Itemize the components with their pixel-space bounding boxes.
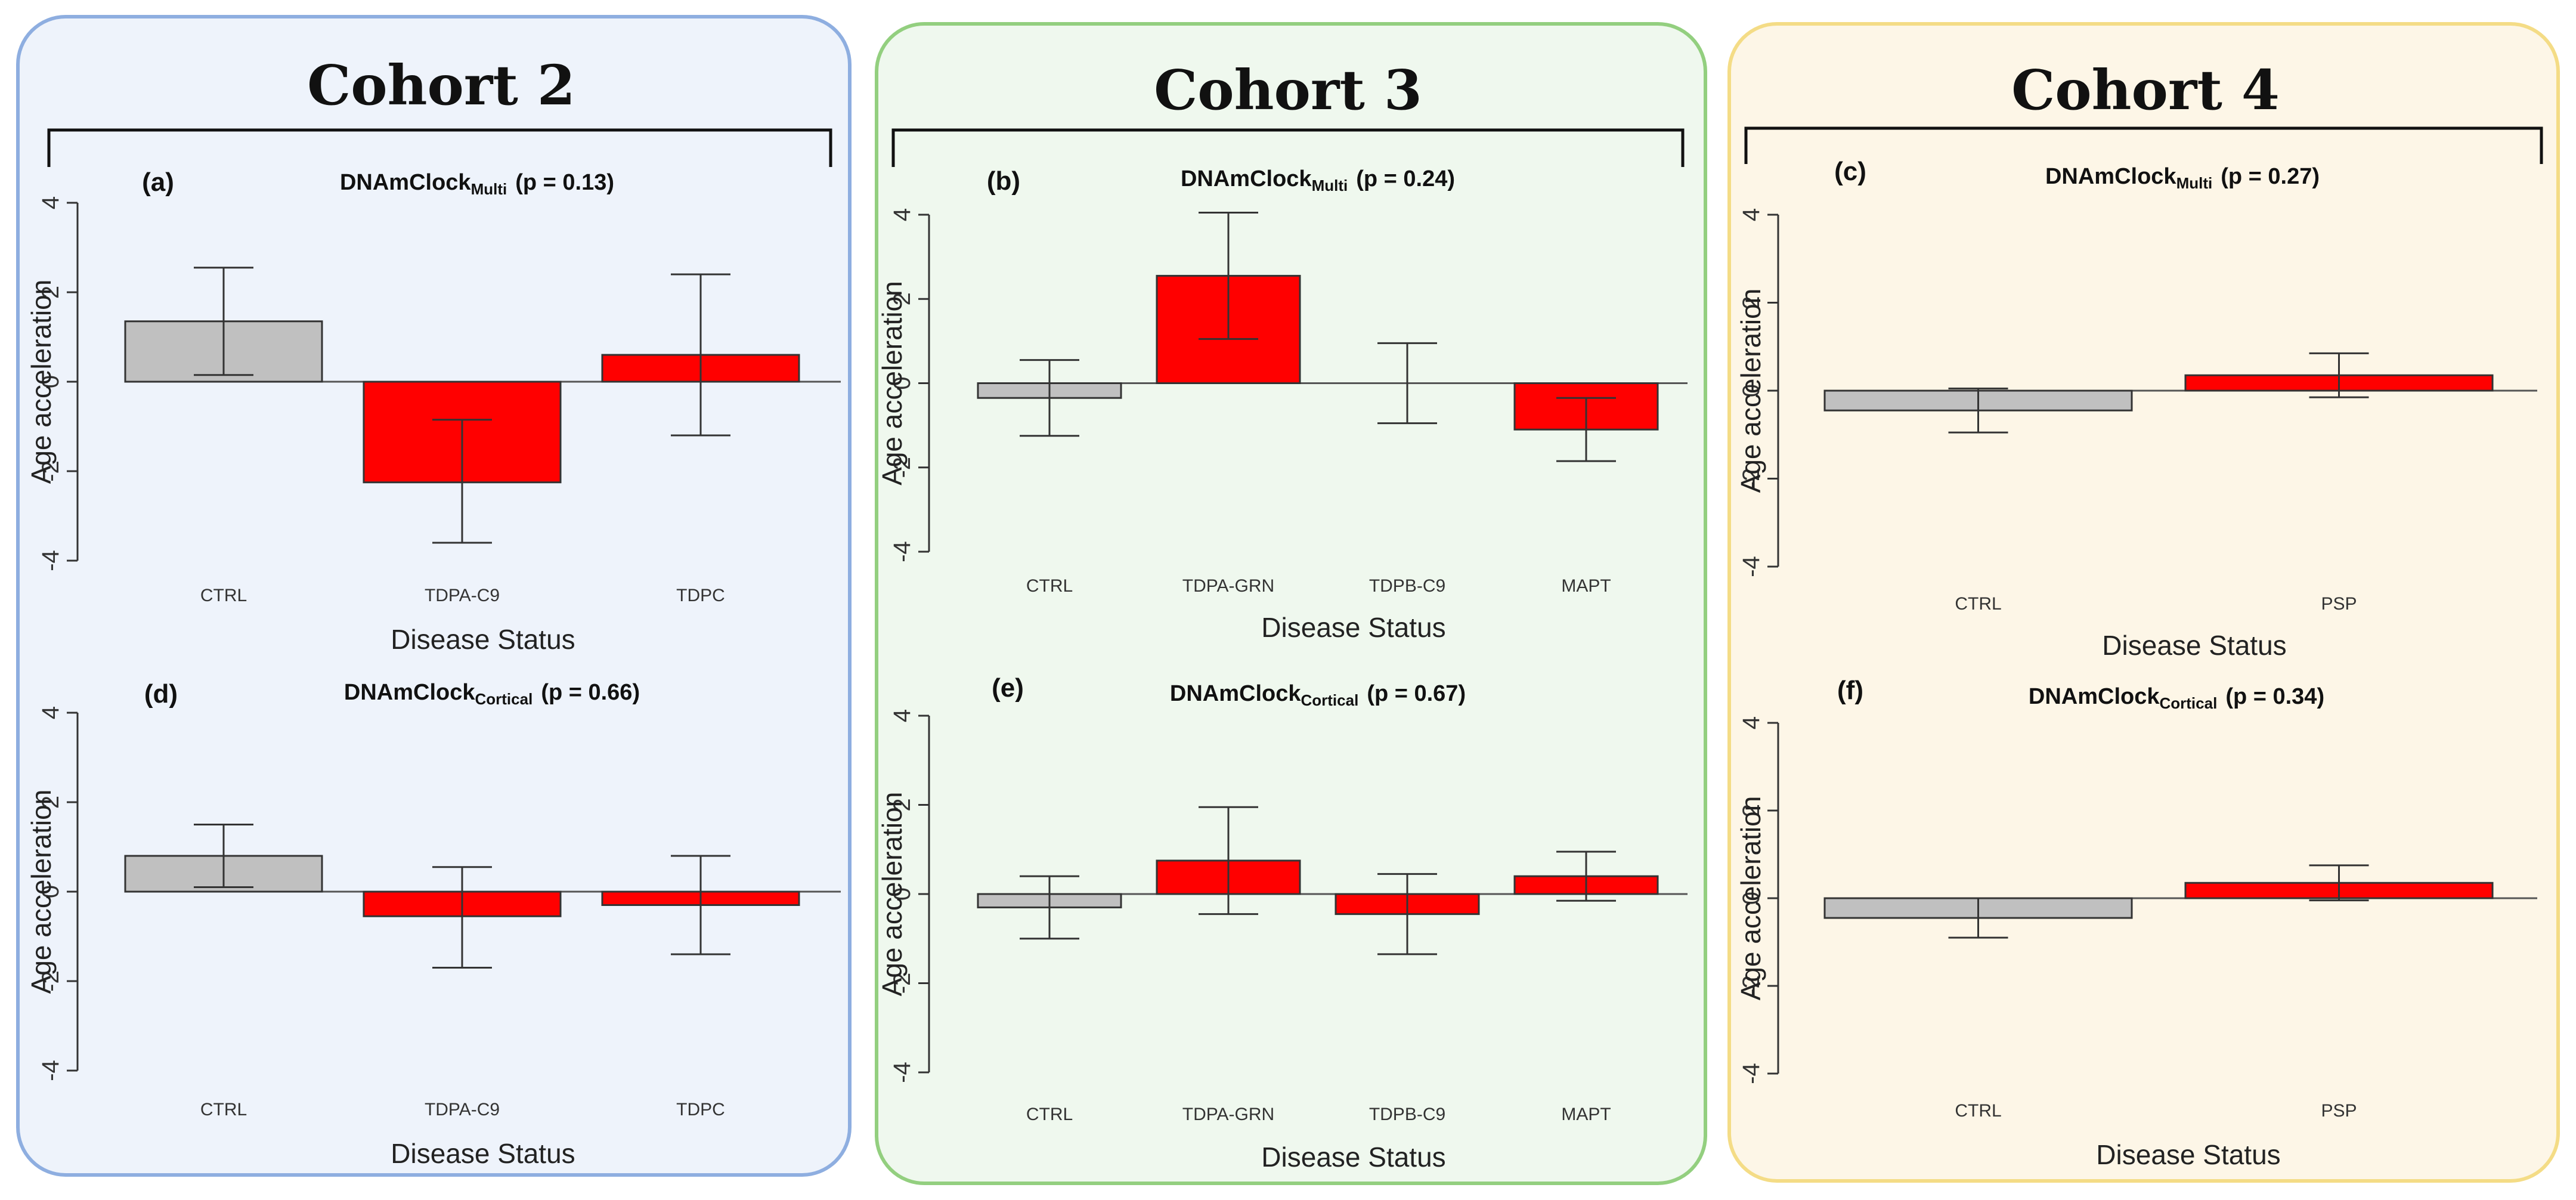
- cohort-2-title: Cohort 2: [307, 53, 575, 117]
- x-axis-label: Disease Status: [391, 1138, 575, 1169]
- chart-panel-c: (c) DNAmClockMulti (p = 0.27) 4 2 0 -2 -4 Age ac…: [1735, 157, 2537, 661]
- y-tick-label: -4: [889, 1062, 915, 1083]
- y-axis-label: Age acceleration: [877, 792, 908, 997]
- panel-letter: (f): [1837, 676, 1863, 705]
- x-tick-label: TDPC: [676, 1100, 725, 1119]
- x-axis-label: Disease Status: [2096, 1139, 2280, 1170]
- y-tick-label: 2: [38, 796, 64, 809]
- x-tick-label: CTRL: [1026, 576, 1073, 596]
- x-tick-label: PSP: [2321, 1101, 2357, 1121]
- panel-letter: (d): [144, 679, 178, 709]
- y-tick-label: 0: [38, 375, 64, 388]
- cohort-4-title: Cohort 4: [2011, 58, 2280, 122]
- y-tick-label: 0: [1738, 384, 1764, 397]
- chart-panel-e: (e) DNAmClockCortical (p = 0.67) 4 2 0 -2 -4 Age…: [877, 673, 1688, 1173]
- y-tick-label: 4: [38, 196, 64, 209]
- x-tick-label: TDPB-C9: [1369, 576, 1445, 596]
- x-tick-label: PSP: [2321, 594, 2357, 614]
- cohort-3-bracket: [891, 128, 1685, 167]
- y-tick-label: 4: [38, 706, 64, 719]
- x-tick-label: TDPA-GRN: [1182, 1105, 1274, 1124]
- cohort-4-bracket: [1744, 126, 2543, 164]
- y-tick-label: -2: [1738, 975, 1764, 997]
- y-tick-label: -2: [1738, 468, 1764, 490]
- y-tick-label: -4: [38, 1060, 64, 1081]
- y-tick-label: 0: [889, 887, 915, 901]
- panel-title: DNAmClockCortical (p = 0.67): [1170, 681, 1466, 709]
- panel-title: DNAmClockMulti (p = 0.27): [2045, 164, 2320, 192]
- panel-title: DNAmClockCortical (p = 0.34): [2029, 684, 2324, 712]
- x-axis-label: Disease Status: [2102, 630, 2286, 661]
- y-tick-label: 4: [1738, 208, 1764, 221]
- y-tick-label: 2: [889, 292, 915, 305]
- y-axis-label: Age acceleration: [1735, 289, 1766, 493]
- x-tick-label: MAPT: [1561, 576, 1611, 596]
- y-axis-label: Age acceleration: [1735, 796, 1766, 1001]
- x-tick-label: TDPA-GRN: [1182, 576, 1274, 596]
- y-tick-label: 2: [1738, 804, 1764, 817]
- panel-letter: (c): [1834, 157, 1866, 186]
- x-axis-label: Disease Status: [1261, 612, 1445, 643]
- x-tick-label: TDPC: [676, 586, 725, 605]
- x-axis-label: Disease Status: [1261, 1142, 1445, 1173]
- y-tick-label: -4: [889, 541, 915, 562]
- x-axis-label: Disease Status: [391, 624, 575, 655]
- chart-panel-a: (a) DNAmClockMulti (p = 0.13) 4 2 0 -2 -4 Age ac…: [26, 168, 841, 655]
- y-tick-label: 4: [1738, 716, 1764, 729]
- y-tick-label: 2: [1738, 296, 1764, 309]
- y-tick-label: -4: [1738, 556, 1764, 577]
- cohort-3-title: Cohort 3: [1154, 58, 1422, 122]
- x-tick-label: CTRL: [1026, 1105, 1073, 1124]
- y-tick-label: 4: [889, 709, 915, 722]
- chart-panel-d: (d) DNAmClockCortical (p = 0.66) 4 2 0 -2 -4 Age…: [26, 679, 841, 1169]
- panel-title: DNAmClockMulti (p = 0.24): [1181, 166, 1455, 194]
- panel-title: DNAmClockMulti (p = 0.13): [340, 170, 614, 198]
- cohort-4-frame: [1727, 22, 2560, 1183]
- chart-panel-b: (b) DNAmClockMulti (p = 0.24) 4 2 0 -2 -4 Age ac…: [877, 166, 1688, 643]
- y-tick-label: -2: [38, 970, 64, 992]
- x-tick-label: CTRL: [200, 1100, 247, 1119]
- y-tick-label: -4: [38, 550, 64, 571]
- y-tick-label: 4: [889, 208, 915, 221]
- y-axis-label: Age acceleration: [26, 790, 57, 994]
- x-tick-label: MAPT: [1561, 1105, 1611, 1124]
- panel-letter: (b): [987, 166, 1020, 196]
- panel-letter: (e): [992, 673, 1024, 703]
- x-tick-label: TDPA-C9: [425, 586, 500, 605]
- y-tick-label: 2: [889, 798, 915, 811]
- y-tick-label: -2: [38, 460, 64, 482]
- x-tick-label: TDPB-C9: [1369, 1105, 1445, 1124]
- x-tick-label: TDPA-C9: [425, 1100, 500, 1119]
- x-tick-label: CTRL: [1955, 594, 2001, 614]
- x-tick-label: CTRL: [1955, 1101, 2001, 1121]
- cohort-2-bracket: [47, 128, 832, 167]
- cohort-3-frame: [875, 22, 1707, 1185]
- y-axis-label: Age acceleration: [26, 280, 57, 484]
- panel-letter: (a): [142, 168, 174, 197]
- y-axis-label: Age acceleration: [877, 281, 908, 485]
- x-tick-label: CTRL: [200, 586, 247, 605]
- y-tick-label: 0: [1738, 892, 1764, 905]
- y-tick-label: -2: [889, 457, 915, 478]
- y-tick-label: 0: [889, 376, 915, 389]
- y-tick-label: 2: [38, 286, 64, 299]
- y-tick-label: -4: [1738, 1063, 1764, 1084]
- y-tick-label: 0: [38, 885, 64, 898]
- y-tick-label: -2: [889, 973, 915, 994]
- chart-panel-f: (f) DNAmClockCortical (p = 0.34) 4 2 0 -2 -4 Age…: [1735, 676, 2537, 1170]
- panel-title: DNAmClockCortical (p = 0.66): [344, 680, 640, 708]
